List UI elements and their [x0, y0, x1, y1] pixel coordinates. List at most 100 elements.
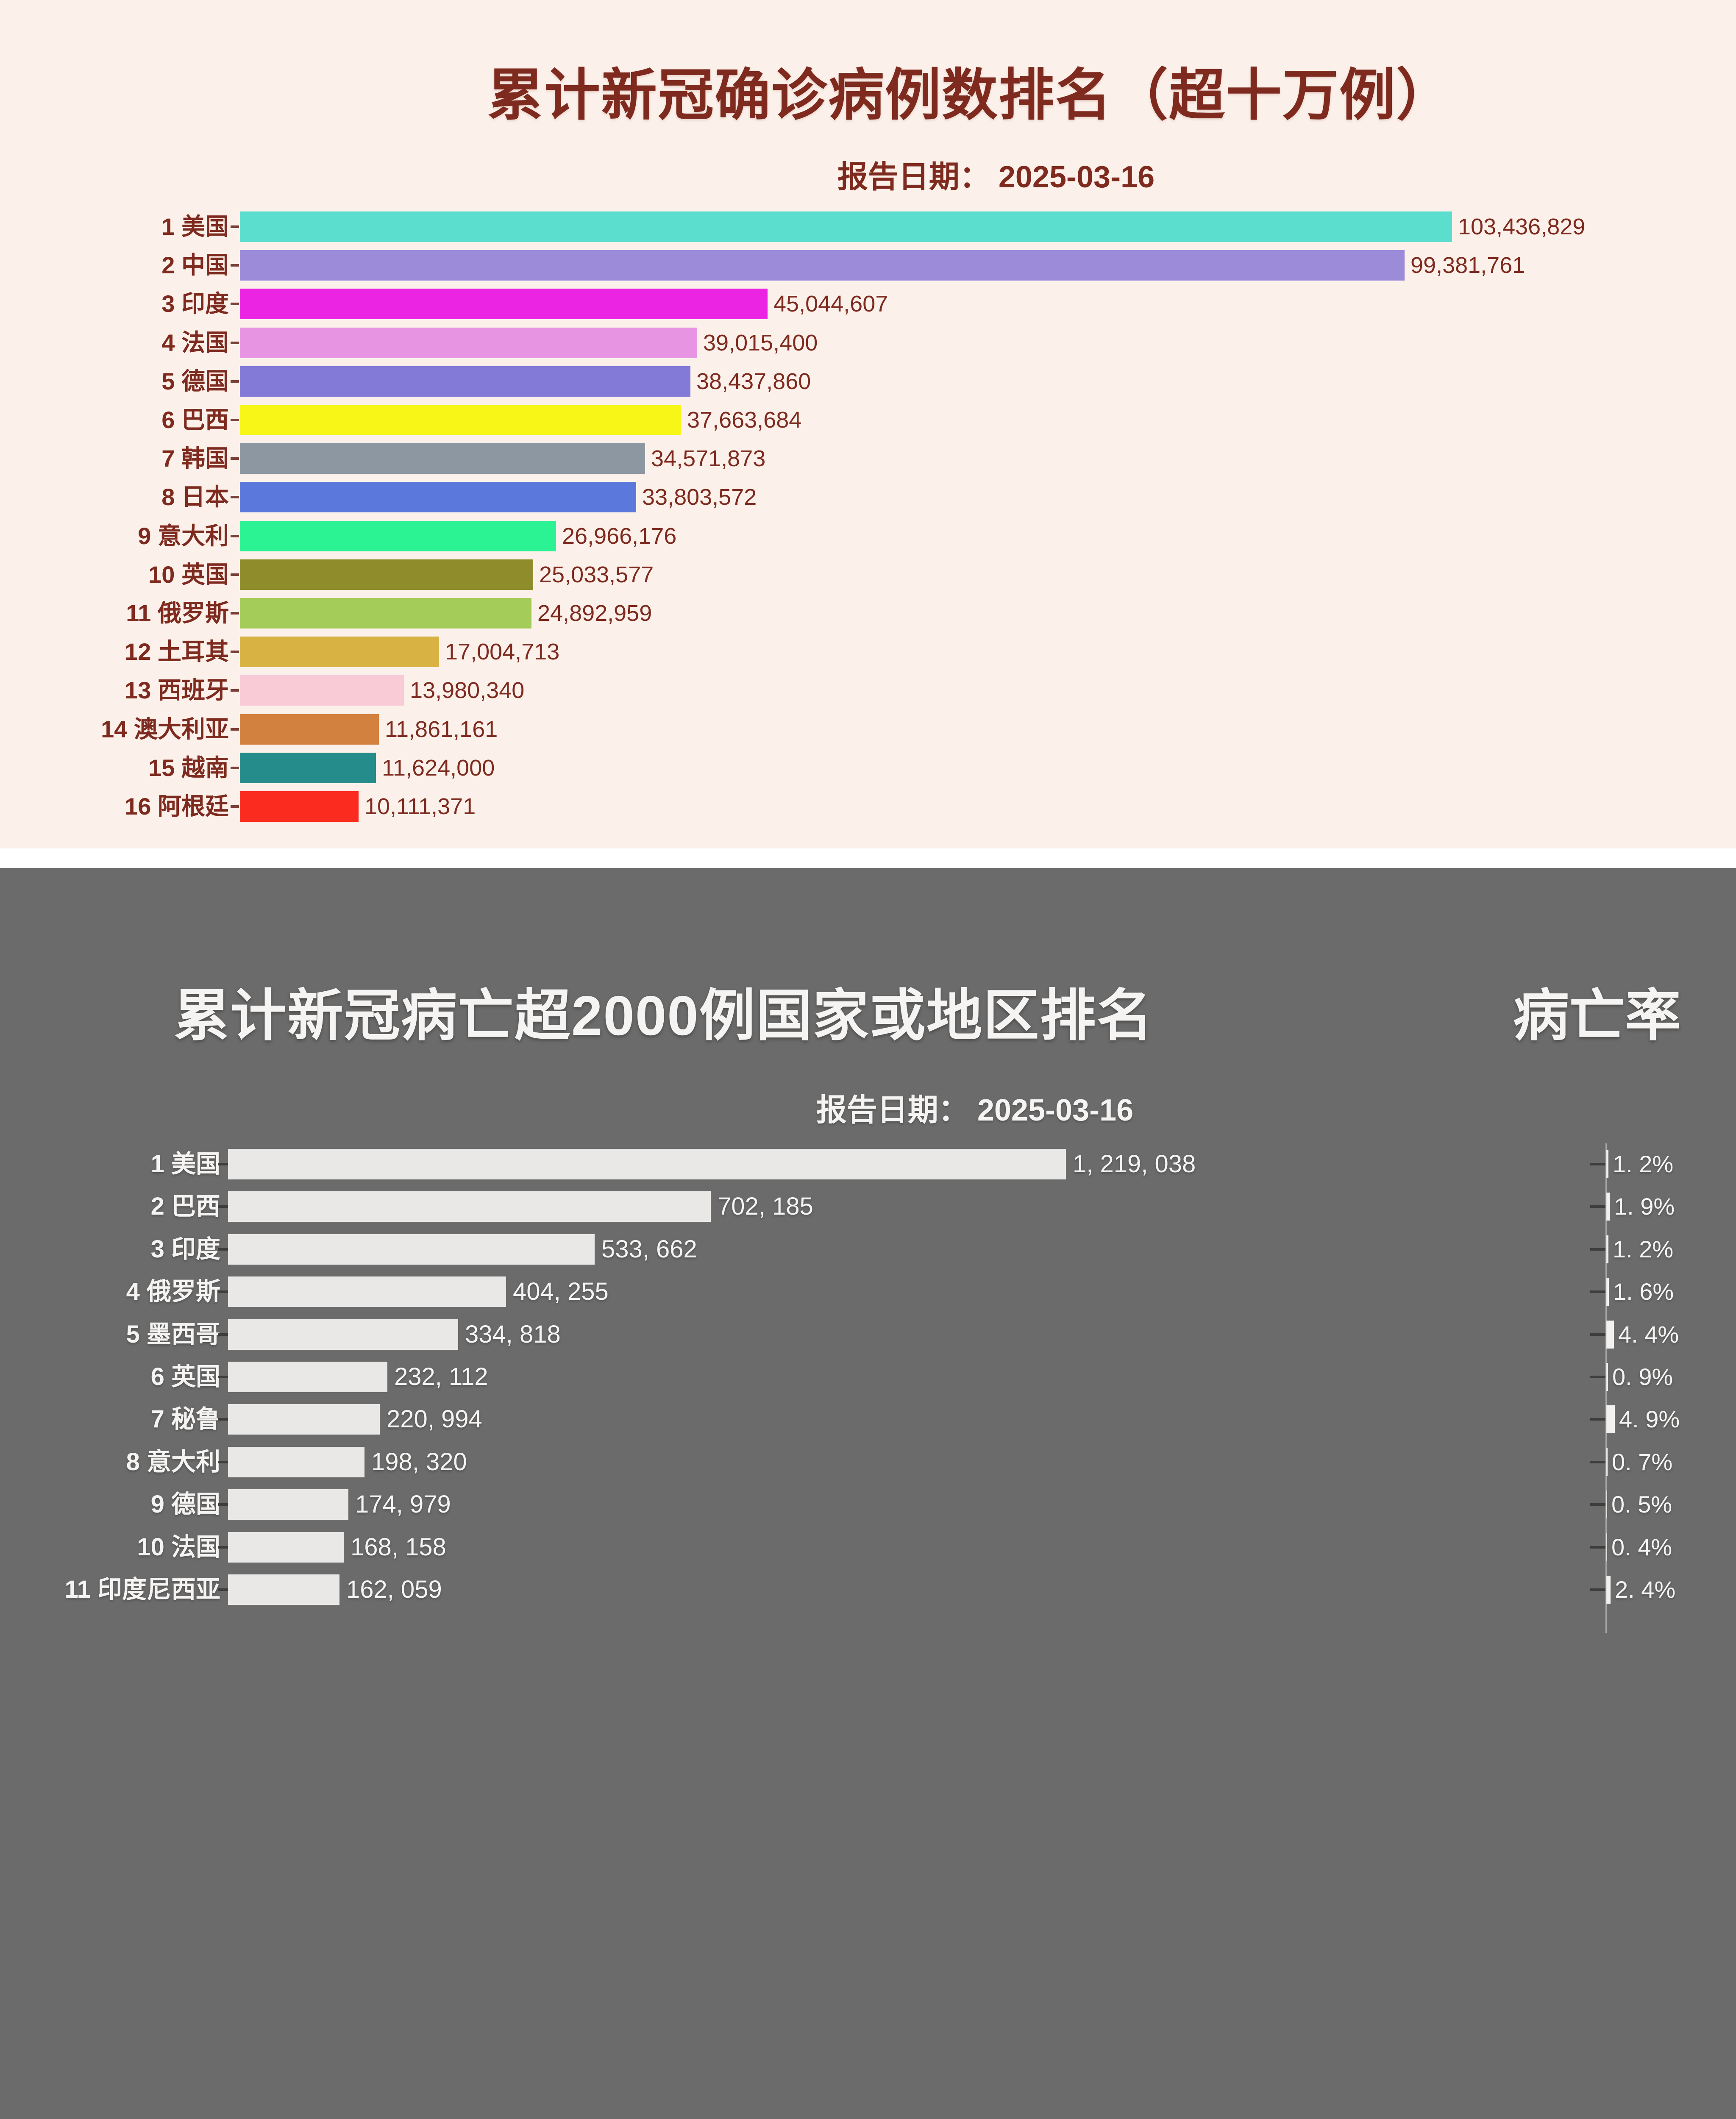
row-label: 10 法国: [137, 1533, 220, 1561]
value-label: 702, 185: [718, 1193, 813, 1220]
rate-axis-tick: [1590, 1205, 1605, 1208]
bar: [228, 1319, 458, 1350]
rate-label: 4. 4%: [1618, 1321, 1679, 1348]
axis-tick: [231, 651, 239, 653]
rate-axis-tick: [1590, 1248, 1605, 1251]
axis-tick: [218, 1333, 228, 1336]
bar: [240, 405, 681, 435]
deaths-chart-title: 累计新冠病亡超2000例国家或地区排名: [174, 984, 1154, 1047]
bar: [240, 250, 1405, 281]
axis-tick: [231, 303, 239, 305]
confirmed-chart-title: 累计新冠确诊病例数排名（超十万例）: [487, 64, 1453, 126]
bar: [228, 1362, 387, 1392]
axis-tick: [231, 805, 239, 808]
bar: [240, 637, 439, 667]
row-label: 12 土耳其: [125, 638, 229, 665]
bar: [228, 1149, 1066, 1179]
rate-label: 2. 4%: [1615, 1576, 1676, 1603]
value-label: 13,980,340: [410, 678, 525, 703]
value-label: 174, 979: [355, 1491, 451, 1518]
row-label: 9 德国: [150, 1491, 220, 1518]
value-label: 37,663,684: [687, 407, 802, 433]
row-label: 4 俄罗斯: [126, 1278, 220, 1305]
value-label: 198, 320: [371, 1448, 467, 1476]
rate-bar: [1606, 1533, 1607, 1561]
bar: [228, 1191, 711, 1222]
bar: [240, 791, 359, 822]
axis-tick: [218, 1503, 228, 1506]
deaths-report-date: 报告日期： 2025-03-16: [816, 1093, 1134, 1127]
confirmed-report-date: 报告日期： 2025-03-16: [837, 160, 1155, 194]
value-label: 232, 112: [394, 1363, 488, 1390]
axis-tick: [218, 1546, 228, 1549]
rate-label: 1. 9%: [1614, 1193, 1675, 1220]
row-label: 3 印度: [150, 1235, 220, 1263]
rate-axis-tick: [1590, 1546, 1605, 1549]
axis-tick: [231, 264, 239, 267]
axis-tick: [218, 1163, 228, 1165]
rate-bar: [1606, 1576, 1611, 1604]
rate-label: 0. 4%: [1611, 1534, 1672, 1560]
row-label: 14 澳大利亚: [101, 716, 229, 742]
rate-bar: [1606, 1150, 1608, 1178]
value-label: 103,436,829: [1458, 214, 1586, 239]
row-label: 9 意大利: [138, 523, 229, 549]
rate-bar: [1606, 1448, 1608, 1476]
axis-tick: [218, 1376, 228, 1378]
axis-tick: [231, 767, 239, 769]
bar: [228, 1574, 339, 1605]
value-label: 25,033,577: [539, 562, 654, 587]
value-label: 26,966,176: [562, 523, 677, 549]
rate-axis-tick: [1590, 1290, 1605, 1293]
deaths-chart: 累计新冠病亡超2000例国家或地区排名 病亡率 报告日期： 2025-03-16…: [0, 868, 1736, 1635]
rate-axis-tick: [1590, 1333, 1605, 1336]
axis-tick: [231, 457, 239, 460]
value-label: 11,861,161: [385, 717, 498, 742]
axis-tick: [231, 689, 239, 692]
value-label: 45,044,607: [773, 291, 888, 317]
row-label: 1 美国: [150, 1150, 220, 1178]
value-label: 99,381,761: [1410, 253, 1525, 278]
value-label: 39,015,400: [703, 330, 818, 356]
rate-bar: [1606, 1193, 1610, 1221]
axis-tick: [231, 225, 239, 228]
bar: [240, 675, 404, 706]
death-rate-column-header: 病亡率: [1513, 984, 1681, 1047]
row-label: 1 美国: [161, 213, 229, 240]
rate-label: 1. 6%: [1613, 1278, 1674, 1305]
value-label: 334, 818: [465, 1321, 561, 1348]
row-label: 11 俄罗斯: [126, 600, 229, 626]
rate-bar: [1606, 1363, 1608, 1391]
rate-axis-tick: [1590, 1588, 1605, 1591]
rate-bar: [1606, 1278, 1609, 1306]
axis-tick: [231, 496, 239, 498]
axis-tick: [218, 1461, 228, 1463]
bar: [228, 1276, 506, 1307]
bar: [240, 559, 533, 590]
row-label: 6 巴西: [161, 406, 229, 433]
row-label: 8 日本: [161, 484, 229, 510]
axis-tick: [231, 612, 239, 615]
value-label: 220, 994: [387, 1405, 482, 1433]
value-label: 17,004,713: [445, 639, 560, 665]
rate-axis-tick: [1590, 1461, 1605, 1463]
bar: [240, 443, 645, 474]
row-label: 10 英国: [148, 561, 229, 588]
axis-tick: [231, 419, 239, 421]
rate-label: 0. 9%: [1612, 1363, 1673, 1390]
axis-tick: [218, 1588, 228, 1591]
rate-label: 0. 5%: [1611, 1491, 1672, 1518]
bar: [240, 753, 376, 783]
value-label: 38,437,860: [696, 369, 811, 394]
row-label: 8 意大利: [126, 1448, 220, 1476]
row-label: 4 法国: [161, 329, 229, 356]
axis-tick: [231, 342, 239, 344]
rate-bar: [1606, 1405, 1615, 1433]
axis-tick: [218, 1418, 228, 1421]
rate-label: 4. 9%: [1619, 1406, 1680, 1432]
death-rate-axis: [1605, 1143, 1607, 1633]
value-label: 34,571,873: [651, 446, 766, 471]
rate-label: 1. 2%: [1613, 1151, 1674, 1177]
value-label: 533, 662: [601, 1235, 697, 1263]
rate-bar: [1606, 1235, 1608, 1263]
